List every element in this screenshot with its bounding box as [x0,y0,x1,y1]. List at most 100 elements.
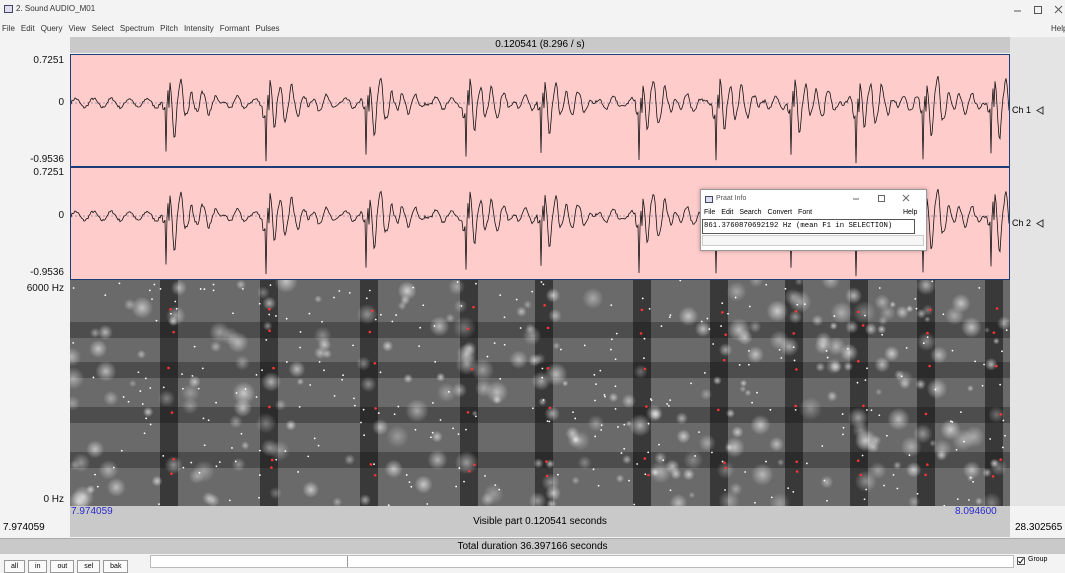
energy-blob [814,337,831,354]
energy-dot [952,350,954,352]
energy-blob [372,419,388,435]
energy-dot [144,432,146,434]
energy-blob [917,332,936,351]
energy-blob [445,313,455,323]
menu-item[interactable]: Pitch [160,24,178,33]
window-controls[interactable] [1010,4,1065,16]
menu-item[interactable]: Formant [220,24,250,33]
energy-dot [722,461,724,463]
energy-dot [448,391,450,393]
energy-blob [572,476,580,484]
checkbox[interactable] [1017,557,1025,565]
menu-item[interactable]: File [2,24,15,33]
energy-dot [104,294,106,296]
energy-dot [176,308,178,310]
energy-dot [265,339,267,341]
energy-dot [865,379,867,381]
energy-dot [780,357,782,359]
spectrogram[interactable] [70,280,1010,506]
energy-blob [651,468,660,477]
menu-item[interactable]: Edit [721,209,733,216]
energy-dot [354,405,356,407]
energy-blob [877,325,886,334]
energy-dot [779,349,781,351]
energy-blob [961,317,982,338]
energy-blob [967,385,974,392]
menu-item[interactable]: Query [41,24,63,33]
energy-dot [231,447,233,449]
info-text[interactable]: 861.3760870692192 Hz (mean F1 in SELECTI… [702,219,915,234]
energy-blob [717,461,735,479]
scrollbar[interactable] [150,555,1014,568]
energy-dot [299,406,301,408]
mute-icon[interactable] [1035,106,1045,116]
energy-dot [866,409,868,411]
energy-dot [916,308,918,310]
group-label[interactable]: Group [1028,556,1047,563]
energy-dot [842,433,844,435]
total-bar[interactable]: Total duration 36.397166 seconds [0,538,1065,554]
formant-dot [647,474,650,477]
energy-dot [158,503,160,505]
menu-item[interactable]: Font [798,209,812,216]
energy-blob [799,397,823,421]
formant-dot [929,309,932,312]
energy-dot [378,412,380,414]
energy-blob [357,304,378,325]
energy-dot [97,486,99,488]
menu-item[interactable]: Intensity [184,24,214,33]
menu-item[interactable]: Search [739,209,761,216]
energy-dot [284,450,286,452]
energy-dot [119,282,121,284]
scroll-thumb[interactable] [347,556,348,567]
energy-dot [174,301,176,303]
formant-dot [794,405,797,408]
energy-dot [600,429,602,431]
formant-dot [268,406,271,409]
energy-dot [299,347,301,349]
menu-item[interactable]: Edit [21,24,35,33]
window-controls[interactable] [851,194,923,204]
channel-panel[interactable] [70,54,1010,167]
menu-item[interactable]: Spectrum [120,24,154,33]
energy-blob [546,288,560,302]
info-scrollbar[interactable] [702,235,924,246]
formant-dot [928,365,931,368]
formant-dot [369,331,372,334]
energy-blob [990,459,1007,476]
energy-dot [543,399,545,401]
menu-item[interactable]: File [704,209,715,216]
energy-dot [1006,329,1008,331]
energy-dot [604,396,606,398]
energy-blob [884,346,900,362]
energy-blob [548,309,562,323]
menu-help[interactable]: Help [1051,24,1065,33]
energy-dot [182,467,184,469]
energy-blob [830,302,852,324]
energy-blob [827,391,838,402]
info-help[interactable]: Help [903,209,917,216]
energy-blob [288,361,305,378]
menu-item[interactable]: Select [92,24,114,33]
energy-dot [459,467,461,469]
menu-item[interactable]: View [68,24,85,33]
channel-label[interactable]: Ch 1 [1012,105,1031,115]
energy-dot [1001,350,1003,352]
energy-dot [397,406,399,408]
menu-item[interactable]: Convert [768,209,793,216]
channel-label[interactable]: Ch 2 [1012,218,1031,228]
energy-dot [153,284,155,286]
menu-item[interactable]: Pulses [256,24,280,33]
energy-dot [593,468,595,470]
energy-dot [241,433,243,435]
energy-blob [236,280,246,290]
energy-dot [739,364,741,366]
mute-icon[interactable] [1035,219,1045,229]
energy-blob [193,460,215,482]
selection-header[interactable]: 0.120541 (8.296 / s) [70,37,1010,53]
energy-dot [878,414,880,416]
energy-blob [241,441,249,449]
energy-blob [812,315,824,327]
energy-dot [242,288,244,290]
